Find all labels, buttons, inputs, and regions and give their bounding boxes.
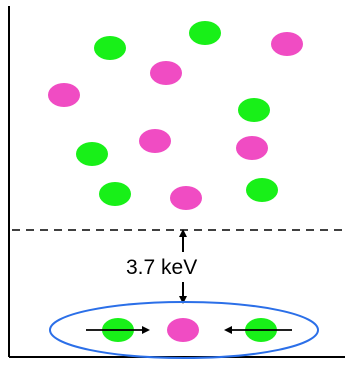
bound-state-ellipse — [49, 301, 319, 359]
magenta-particle — [139, 129, 171, 153]
green-particle — [238, 98, 270, 122]
magenta-particle — [150, 61, 182, 85]
magenta-particle — [170, 186, 202, 210]
magenta-particle — [236, 136, 268, 160]
green-particle — [246, 178, 278, 202]
green-particle — [94, 36, 126, 60]
magenta-particle — [167, 318, 199, 342]
energy-gap-label: 3.7 keV — [126, 256, 197, 279]
green-particle — [76, 142, 108, 166]
magenta-particle — [271, 32, 303, 56]
green-particle — [99, 182, 131, 206]
free-particles — [48, 21, 303, 210]
green-particle — [189, 21, 221, 45]
magenta-particle — [48, 83, 80, 107]
